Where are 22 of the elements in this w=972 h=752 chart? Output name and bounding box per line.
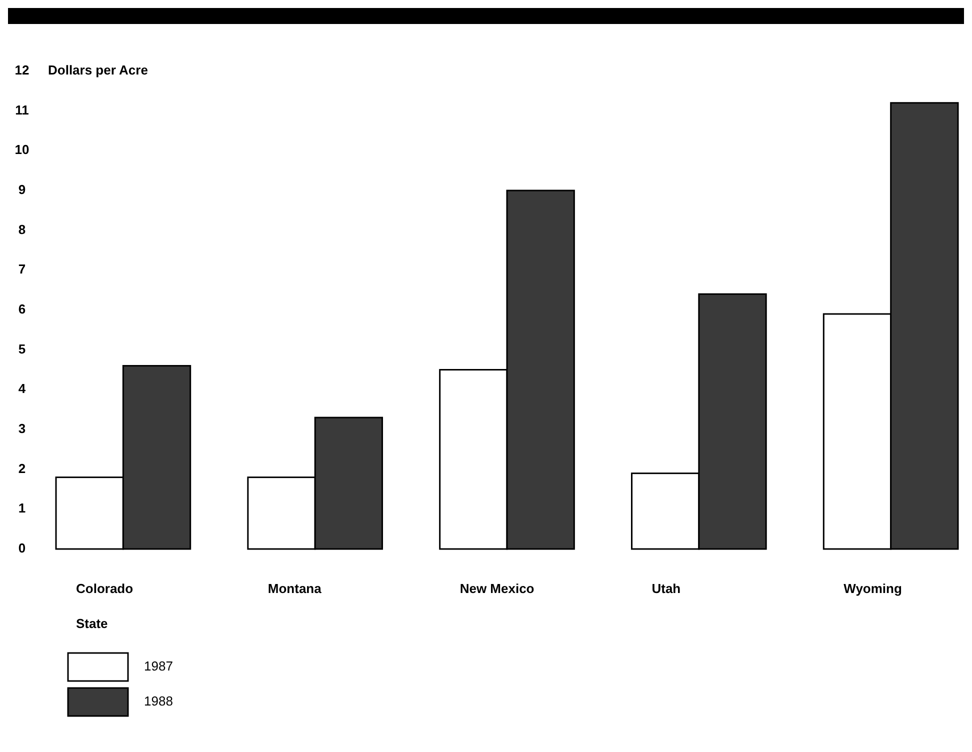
y-tick-label: 11 [15, 102, 29, 118]
y-tick-label: 12 [14, 62, 30, 78]
x-tick-label: Wyoming [844, 581, 902, 596]
x-tick-label: Colorado [76, 581, 134, 596]
x-tick-label: Utah [652, 581, 681, 596]
y-tick-label: 5 [18, 341, 26, 356]
y-tick-label: 6 [18, 301, 26, 316]
y-tick-label: 7 [18, 262, 26, 277]
y-tick-label: 0 [18, 540, 26, 556]
y-tick-label: 4 [18, 381, 26, 396]
y-axis-title: Dollars per Acre [48, 62, 148, 78]
y-tick-label: 8 [18, 222, 26, 237]
x-tick-label: Montana [268, 581, 322, 596]
legend-label: 1987 [144, 658, 173, 674]
legend-label: 1988 [144, 693, 173, 708]
x-axis-title: State [76, 616, 108, 631]
x-tick-label: New Mexico [460, 581, 534, 596]
y-tick-label: 1 [18, 500, 26, 516]
y-tick-label: 3 [18, 420, 26, 436]
y-tick-label: 10 [14, 142, 30, 158]
y-tick-label: 2 [18, 460, 26, 476]
y-tick-label: 9 [18, 182, 26, 197]
